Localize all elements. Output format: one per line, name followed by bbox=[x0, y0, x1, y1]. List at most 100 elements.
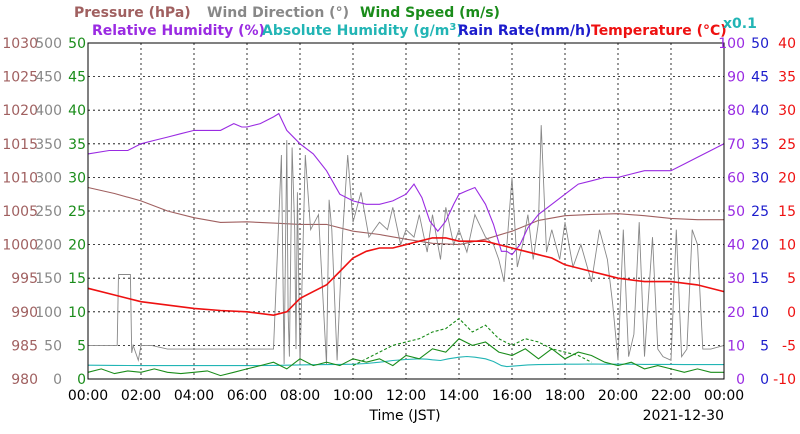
tick-label-temperature: 40 bbox=[778, 36, 796, 52]
tick-label-pressure: 1025 bbox=[2, 70, 38, 86]
tick-label-rain-rate: 10 bbox=[751, 305, 769, 321]
series-line-wind-speed-max-m-s bbox=[352, 317, 592, 367]
tick-label-x: 02:00 bbox=[121, 388, 161, 404]
tick-label-rain-rate: 25 bbox=[751, 204, 769, 220]
tick-label-pressure: 1010 bbox=[2, 170, 38, 186]
tick-label-wind-speed: 25 bbox=[68, 204, 86, 220]
tick-label-wind-speed: 40 bbox=[68, 103, 86, 119]
tick-label-pressure: 1000 bbox=[2, 238, 38, 254]
tick-label-relative-humidity: 80 bbox=[727, 103, 745, 119]
tick-label-x: 18:00 bbox=[545, 388, 585, 404]
series-line-absolute-humidity-g-m3 bbox=[87, 355, 724, 368]
tick-label-relative-humidity: 60 bbox=[727, 170, 745, 186]
tick-label-rain-rate: 30 bbox=[751, 170, 769, 186]
tick-label-pressure: 1015 bbox=[2, 137, 38, 153]
tick-label-relative-humidity: 30 bbox=[727, 271, 745, 287]
tick-label-temperature: 10 bbox=[778, 238, 796, 254]
tick-label-pressure: 1030 bbox=[2, 36, 38, 52]
tick-label-wind-direction: 100 bbox=[35, 305, 62, 321]
tick-label-temperature: 30 bbox=[778, 103, 796, 119]
tick-label-x: 06:00 bbox=[227, 388, 267, 404]
tick-label-pressure: 1005 bbox=[2, 204, 38, 220]
tick-label-relative-humidity: 10 bbox=[727, 338, 745, 354]
tick-label-wind-direction: 0 bbox=[53, 372, 62, 388]
tick-label-rain-rate: 40 bbox=[751, 103, 769, 119]
tick-label-x: 08:00 bbox=[280, 388, 320, 404]
series-line-wind-speed-m-s bbox=[87, 338, 724, 377]
tick-label-pressure: 980 bbox=[11, 372, 38, 388]
tick-label-wind-direction: 50 bbox=[44, 338, 62, 354]
tick-label-pressure: 995 bbox=[11, 271, 38, 287]
legend-wind-direction: Wind Direction (°) bbox=[207, 5, 349, 21]
tick-label-wind-speed: 35 bbox=[68, 137, 86, 153]
tick-label-rain-rate: 50 bbox=[751, 36, 769, 52]
tick-label-wind-direction: 300 bbox=[35, 170, 62, 186]
tick-label-pressure: 985 bbox=[11, 338, 38, 354]
tick-label-temperature: 35 bbox=[778, 70, 796, 86]
legend-relative-humidity: Relative Humidity (%) bbox=[92, 23, 265, 39]
tick-label-pressure: 1020 bbox=[2, 103, 38, 119]
tick-label-temperature: 0 bbox=[787, 305, 796, 321]
tick-label-x: 10:00 bbox=[333, 388, 373, 404]
tick-label-temperature: -5 bbox=[782, 338, 796, 354]
axis-ticks: 9809859909951000100510101015102010251030… bbox=[2, 36, 796, 404]
legend-absolute-humidity-close: ) bbox=[456, 23, 462, 39]
tick-label-wind-speed: 20 bbox=[68, 238, 86, 254]
tick-label-x: 22:00 bbox=[651, 388, 691, 404]
tick-label-rain-rate: 0 bbox=[760, 372, 769, 388]
tick-label-rain-rate: 20 bbox=[751, 238, 769, 254]
tick-label-wind-direction: 350 bbox=[35, 137, 62, 153]
tick-label-wind-speed: 10 bbox=[68, 305, 86, 321]
x-axis-label: Time (JST) bbox=[368, 408, 440, 424]
tick-label-x: 14:00 bbox=[439, 388, 479, 404]
tick-label-rain-rate: 45 bbox=[751, 70, 769, 86]
legend-temperature: Temperature (°C) bbox=[591, 23, 727, 39]
tick-label-wind-speed: 45 bbox=[68, 70, 86, 86]
legend-absolute-humidity-label: Absolute Humidity (g/m bbox=[262, 23, 449, 39]
legend-absolute-humidity: Absolute Humidity (g/m3) bbox=[262, 22, 463, 39]
tick-label-temperature: 15 bbox=[778, 204, 796, 220]
legend-rain-rate: Rain Rate(mm/h) bbox=[458, 23, 591, 39]
tick-label-relative-humidity: 40 bbox=[727, 238, 745, 254]
tick-label-relative-humidity: 90 bbox=[727, 70, 745, 86]
legend-pressure: Pressure (hPa) bbox=[74, 5, 191, 21]
tick-label-pressure: 990 bbox=[11, 305, 38, 321]
tick-label-wind-speed: 15 bbox=[68, 271, 86, 287]
legend-wind-speed: Wind Speed (m/s) bbox=[360, 5, 500, 21]
tick-label-rain-rate: 5 bbox=[760, 338, 769, 354]
tick-label-temperature: -10 bbox=[773, 372, 796, 388]
tick-label-relative-humidity: 0 bbox=[736, 372, 745, 388]
tick-label-relative-humidity: 50 bbox=[727, 204, 745, 220]
tick-label-rain-rate: 35 bbox=[751, 137, 769, 153]
date-label: 2021-12-30 bbox=[643, 408, 724, 424]
tick-label-temperature: 25 bbox=[778, 137, 796, 153]
series-line-relative-humidity bbox=[87, 112, 725, 256]
legend-absolute-humidity-sup: 3 bbox=[449, 22, 456, 33]
tick-label-temperature: 5 bbox=[787, 271, 796, 287]
tick-label-relative-humidity: 70 bbox=[727, 137, 745, 153]
tick-label-wind-speed: 0 bbox=[77, 372, 86, 388]
tick-label-wind-speed: 5 bbox=[77, 338, 86, 354]
tick-label-wind-speed: 30 bbox=[68, 170, 86, 186]
tick-label-rain-rate: 15 bbox=[751, 271, 769, 287]
tick-label-x: 16:00 bbox=[492, 388, 532, 404]
tick-label-wind-direction: 500 bbox=[35, 36, 62, 52]
tick-label-wind-direction: 150 bbox=[35, 271, 62, 287]
series-line-pressure-hpa bbox=[87, 186, 724, 246]
tick-label-wind-direction: 450 bbox=[35, 70, 62, 86]
grid bbox=[88, 43, 724, 379]
tick-label-x: 20:00 bbox=[598, 388, 638, 404]
tick-label-wind-direction: 250 bbox=[35, 204, 62, 220]
tick-label-wind-direction: 400 bbox=[35, 103, 62, 119]
legend-scale-note: x0.1 bbox=[723, 16, 757, 32]
tick-label-x: 12:00 bbox=[386, 388, 426, 404]
plot-frame bbox=[87, 42, 725, 380]
tick-label-temperature: 20 bbox=[778, 170, 796, 186]
tick-label-x: 00:00 bbox=[68, 388, 108, 404]
series-line-temperature-c bbox=[87, 237, 725, 317]
tick-label-relative-humidity: 20 bbox=[727, 305, 745, 321]
tick-label-wind-speed: 50 bbox=[68, 36, 86, 52]
tick-label-x: 00:00 bbox=[704, 388, 744, 404]
legend: Pressure (hPa) Wind Direction (°) Wind S… bbox=[74, 5, 757, 39]
tick-label-wind-direction: 200 bbox=[35, 238, 62, 254]
